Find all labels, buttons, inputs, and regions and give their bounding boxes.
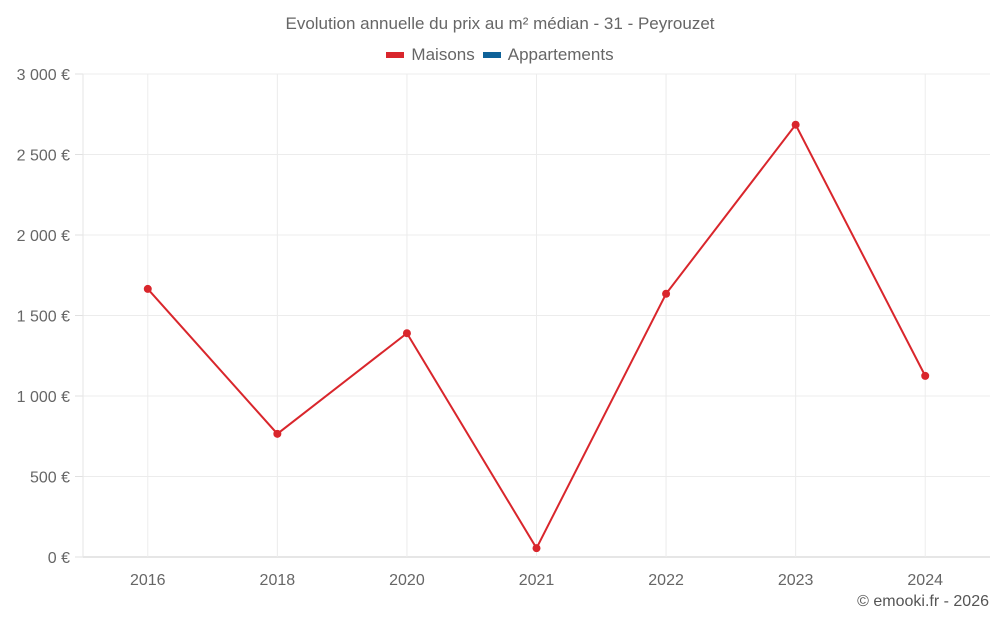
credit-text: © emooki.fr - 2026	[857, 593, 989, 610]
y-tick-label: 500 €	[30, 470, 70, 487]
data-point[interactable]	[532, 544, 541, 553]
x-tick-label: 2020	[389, 572, 425, 589]
data-point[interactable]	[143, 284, 152, 293]
x-tick-label: 2024	[907, 572, 943, 589]
legend-swatch-appartements	[482, 52, 501, 58]
data-point[interactable]	[273, 429, 282, 438]
y-tick-label: 2 000 €	[17, 228, 70, 245]
x-tick-label: 2016	[130, 572, 166, 589]
x-tick-label: 2022	[648, 572, 684, 589]
gridlines	[75, 73, 990, 558]
y-tick-label: 2 500 €	[17, 148, 70, 165]
legend-item-maisons[interactable]: Maisons	[386, 45, 475, 65]
y-tick-label: 1 000 €	[17, 389, 70, 406]
data-point[interactable]	[791, 120, 800, 129]
y-tick-label: 1 500 €	[17, 309, 70, 326]
y-tick-label: 3 000 €	[17, 67, 70, 84]
x-tick-label: 2021	[519, 572, 555, 589]
chart-title: Evolution annuelle du prix au m² médian …	[285, 14, 715, 33]
data-point[interactable]	[921, 371, 930, 380]
series-maisons	[143, 120, 930, 553]
data-point[interactable]	[402, 329, 411, 338]
chart-legend: Maisons Appartements	[0, 45, 1000, 65]
legend-label-maisons: Maisons	[411, 45, 475, 64]
x-tick-label: 2023	[778, 572, 814, 589]
y-axis: 0 € 500 € 1 000 € 1 500 € 2 000 € 2 500 € 3 00…	[17, 67, 70, 567]
x-axis: 2016 2018 2020 2021 2022 2023 2024	[130, 572, 943, 589]
y-tick-label: 0 €	[48, 550, 70, 567]
legend-item-appartements[interactable]: Appartements	[482, 45, 614, 65]
data-point[interactable]	[662, 289, 671, 298]
legend-swatch-maisons	[386, 52, 405, 58]
legend-label-appartements: Appartements	[507, 45, 614, 64]
x-tick-label: 2018	[260, 572, 296, 589]
